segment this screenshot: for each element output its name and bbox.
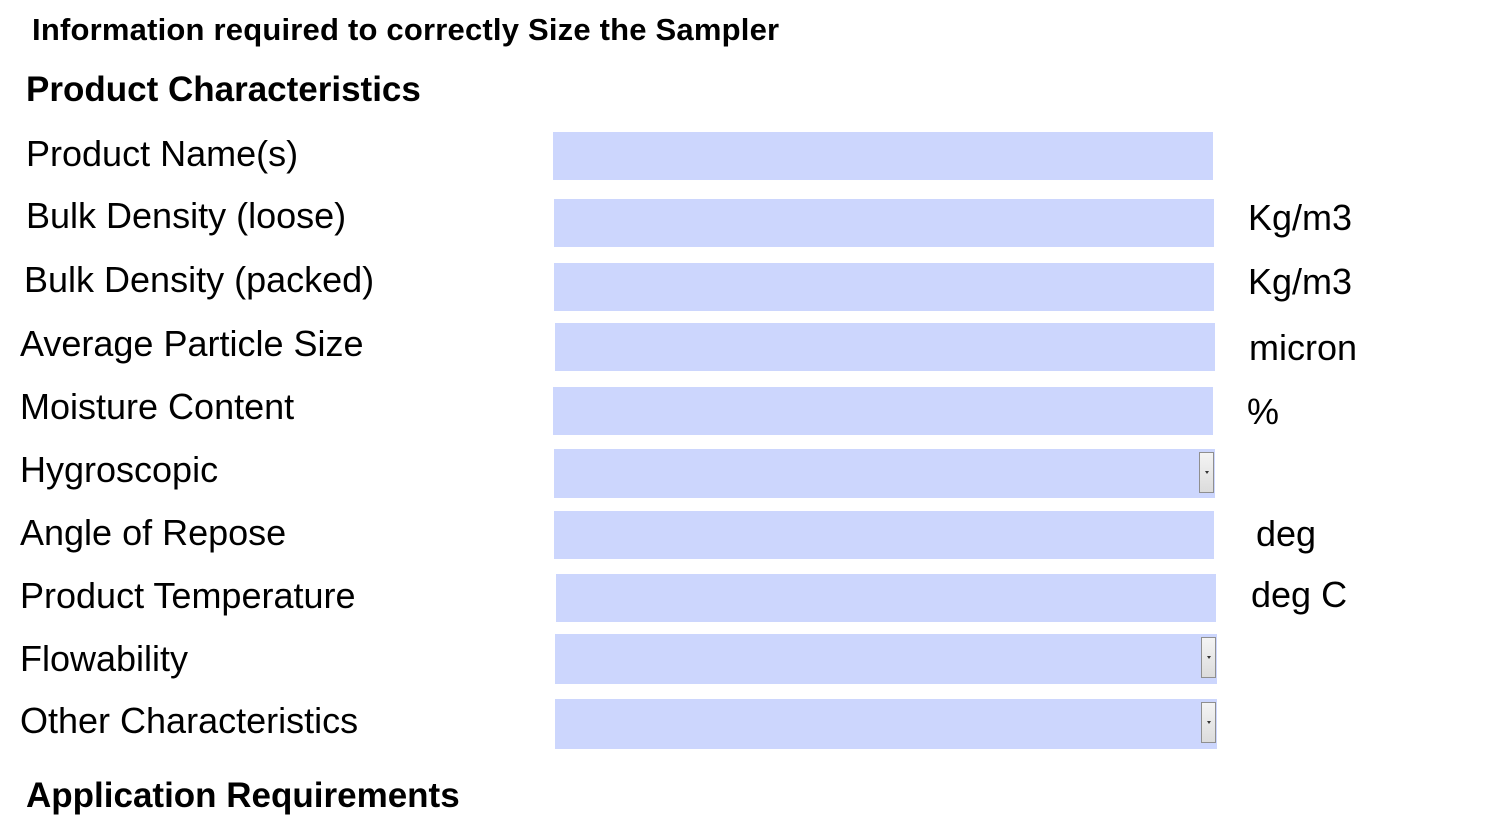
label-bulk-density-loose: Bulk Density (loose) xyxy=(26,195,347,236)
flowability-select[interactable] xyxy=(555,634,1217,684)
label-moisture-content: Moisture Content xyxy=(20,386,295,427)
hygroscopic-dropdown-button[interactable] xyxy=(1199,452,1214,493)
section-heading-product-characteristics: Product Characteristics xyxy=(26,70,421,109)
label-angle-of-repose: Angle of Repose xyxy=(20,512,287,553)
label-other-characteristics: Other Characteristics xyxy=(20,700,359,741)
label-average-particle-size: Average Particle Size xyxy=(20,323,364,364)
other-characteristics-dropdown-button[interactable] xyxy=(1201,702,1216,743)
chevron-down-icon xyxy=(1204,471,1209,474)
unit-moisture-content: % xyxy=(1247,391,1280,432)
flowability-dropdown-button[interactable] xyxy=(1201,637,1216,678)
angle-of-repose-input[interactable] xyxy=(554,511,1214,559)
label-bulk-density-packed: Bulk Density (packed) xyxy=(24,259,375,300)
hygroscopic-select[interactable] xyxy=(554,449,1215,498)
product-temperature-input[interactable] xyxy=(556,574,1216,622)
page-heading: Information required to correctly Size t… xyxy=(32,12,780,47)
unit-bulk-density-loose: Kg/m3 xyxy=(1248,197,1353,238)
average-particle-size-input[interactable] xyxy=(555,323,1215,371)
label-product-temperature: Product Temperature xyxy=(20,575,356,616)
chevron-down-icon xyxy=(1206,656,1211,659)
unit-product-temperature: deg C xyxy=(1251,574,1348,615)
label-flowability: Flowability xyxy=(20,638,189,679)
unit-bulk-density-packed: Kg/m3 xyxy=(1248,261,1353,302)
moisture-content-input[interactable] xyxy=(553,387,1213,435)
bulk-density-loose-input[interactable] xyxy=(554,199,1214,247)
unit-average-particle-size: micron xyxy=(1249,327,1358,368)
section-heading-application-requirements: Application Requirements xyxy=(26,776,460,815)
other-characteristics-select[interactable] xyxy=(555,699,1217,749)
bulk-density-packed-input[interactable] xyxy=(554,263,1214,311)
product-name-input[interactable] xyxy=(553,132,1213,180)
label-hygroscopic: Hygroscopic xyxy=(20,449,219,490)
chevron-down-icon xyxy=(1206,721,1211,724)
unit-angle-of-repose: deg xyxy=(1256,513,1317,554)
label-product-name: Product Name(s) xyxy=(26,133,299,174)
